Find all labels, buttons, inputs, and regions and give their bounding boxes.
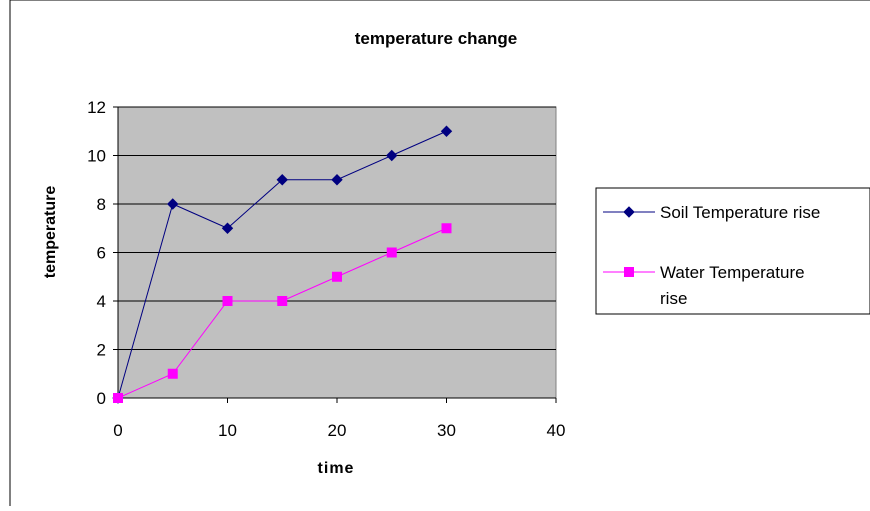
data-point [331,174,343,186]
series [112,125,453,404]
y-tick-label: 8 [97,195,106,214]
data-point [222,296,233,306]
data-point [221,222,234,234]
data-point [276,174,288,186]
legend: Soil Temperature rise Water Temperature ri… [603,203,820,308]
y-tick-label: 10 [87,147,106,166]
legend-label: Water Temperature [660,263,805,282]
data-point [332,271,342,282]
y-tick-label: 2 [97,341,106,360]
y-axis-label: temperature [42,186,59,279]
x-tick-label: 30 [437,421,456,440]
x-tick-label: 10 [218,421,237,440]
x-tick-label: 40 [547,421,566,440]
data-point [386,149,398,162]
data-point [440,125,453,137]
legend-label: rise [660,289,687,308]
data-point [167,198,179,210]
x-tick-label: 20 [328,421,347,440]
legend-item: Soil Temperature rise [603,203,820,222]
legend-marker [623,206,635,218]
data-point [277,296,288,306]
x-axis-label: time [318,460,355,477]
legend-item: Water Temperature rise [603,263,805,308]
series-2 [113,223,452,403]
data-point [441,223,452,234]
x-tick-label: 0 [113,421,122,440]
data-point [167,368,178,379]
data-point [113,393,123,403]
legend-label: Soil Temperature rise [660,203,820,222]
legend-marker [624,267,634,277]
legend-box [595,187,870,315]
chart-title: temperature change [355,29,518,48]
data-point [386,247,397,258]
y-tick-label: 0 [97,389,106,408]
y-tick-label: 12 [87,98,106,117]
y-tick-label: 6 [97,244,106,263]
tick-labels: 0 2 4 6 8 10 12 0 10 20 30 40 [87,98,565,440]
y-tick-label: 4 [97,292,106,311]
